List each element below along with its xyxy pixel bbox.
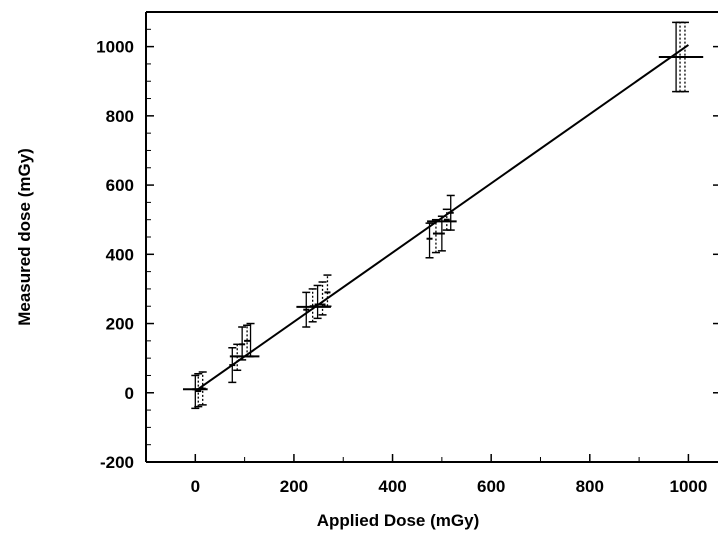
y-tick-label: 800 bbox=[106, 107, 134, 126]
x-tick-label: 0 bbox=[191, 477, 200, 496]
x-tick-label: 1000 bbox=[669, 477, 707, 496]
y-tick-label: 200 bbox=[106, 315, 134, 334]
axes bbox=[145, 11, 718, 463]
x-tick-label: 600 bbox=[477, 477, 505, 496]
error-bar bbox=[313, 284, 322, 320]
y-axis-title: Measured dose (mGy) bbox=[15, 148, 34, 326]
y-tick-label: 400 bbox=[106, 245, 134, 264]
x-tick-label: 400 bbox=[378, 477, 406, 496]
tick-marks bbox=[145, 11, 718, 463]
horizontal-marks-layer bbox=[182, 56, 704, 391]
x-tick-label: 200 bbox=[280, 477, 308, 496]
y-tick-label: -200 bbox=[100, 453, 134, 472]
error-bar bbox=[228, 347, 237, 384]
error-bar bbox=[431, 218, 440, 254]
error-bar bbox=[318, 281, 327, 316]
error-bar bbox=[302, 291, 311, 328]
x-axis-title: Applied Dose (mGy) bbox=[317, 511, 479, 530]
error-bars-layer bbox=[191, 21, 689, 410]
y-tick-label: 0 bbox=[125, 384, 134, 403]
error-bar bbox=[446, 194, 455, 231]
error-bar bbox=[238, 326, 247, 361]
y-tick-label: 1000 bbox=[96, 38, 134, 57]
x-tick-label: 800 bbox=[576, 477, 604, 496]
error-bar bbox=[425, 222, 434, 259]
y-tick-label: 600 bbox=[106, 176, 134, 195]
error-bar bbox=[323, 274, 332, 307]
tick-labels: -200 0 200 400 600 800 1000 0 200 400 600 800 1000 bbox=[96, 38, 707, 496]
